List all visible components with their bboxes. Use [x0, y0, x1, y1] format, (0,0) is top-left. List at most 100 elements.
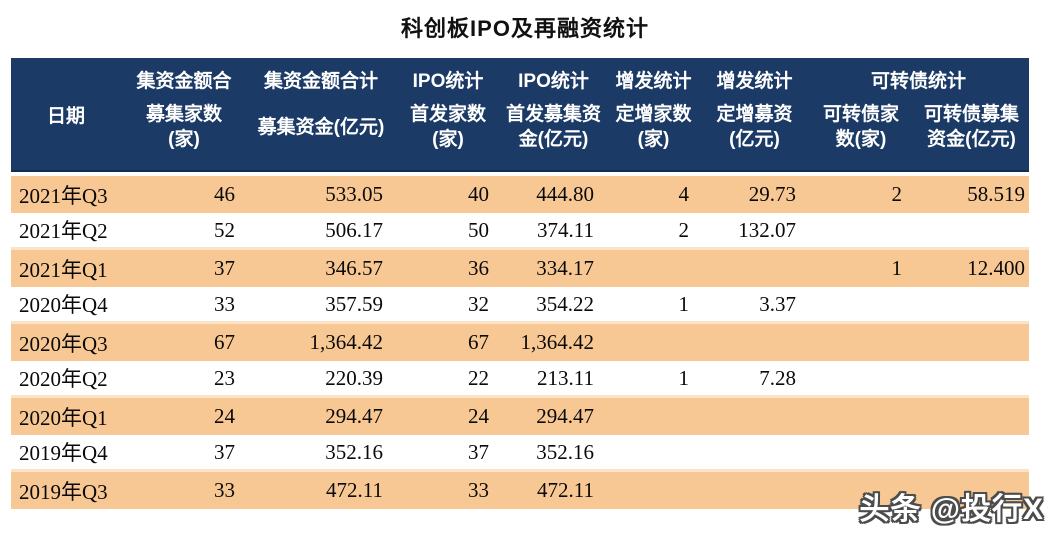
cell-cb-count: 2: [891, 182, 903, 206]
cell-raise-amount: 357.59: [325, 291, 383, 316]
cell-cb-amount: [914, 398, 1029, 435]
ipo-statistics-table: 日期 集资金额合 集资金额合计 IPO统计 IPO统计 增发统计 增发统计 可转…: [11, 58, 1029, 509]
cell-seo-count: 1: [678, 365, 690, 390]
cell-seo-amount: [701, 250, 808, 287]
cell-ipo-amount: 334.17: [536, 256, 594, 280]
header-group-seo-2: 增发统计: [716, 71, 793, 92]
cell-ipo-count: 22: [468, 365, 489, 390]
cell-cb-count: [808, 324, 914, 361]
row-date-label: 2020年Q3: [19, 331, 108, 356]
row-date-label: 2020年Q4: [19, 293, 108, 317]
cell-cb-amount: [914, 287, 1029, 321]
cell-cb-amount: 12.400: [967, 256, 1025, 280]
header-group-convertible: 可转债统计: [870, 71, 966, 92]
cell-ipo-amount: 1,364.42: [520, 330, 595, 354]
cell-cb-count: [808, 287, 914, 321]
cell-raise-count: 46: [214, 182, 235, 206]
cell-ipo-count: 32: [468, 291, 489, 316]
cell-seo-amount: 29.73: [748, 182, 796, 206]
row-date-label: 2019年Q3: [19, 479, 108, 504]
header-line: 资金(亿元): [927, 129, 1016, 150]
cell-raise-count: 37: [214, 256, 235, 280]
header-measure-cb-amount: 可转债募集 资金(亿元): [914, 102, 1029, 160]
cell-seo-amount: [701, 398, 808, 435]
table-row: 2021年Q1 37 346.57 36 334.17 1 12.400: [11, 250, 1029, 287]
cell-ipo-amount: 472.11: [537, 478, 594, 502]
cell-cb-amount: [914, 213, 1029, 247]
header-group-seo-1: 增发统计: [615, 71, 692, 92]
header-line: (家): [637, 129, 670, 150]
cell-raise-amount: 533.05: [325, 182, 383, 206]
cell-cb-count: [808, 398, 914, 435]
cell-ipo-count: 40: [468, 182, 489, 206]
cell-raise-amount: 294.47: [325, 404, 383, 428]
row-date-label: 2021年Q1: [19, 257, 108, 282]
header-line: 可转债募集: [923, 104, 1019, 125]
cell-raise-count: 52: [214, 217, 235, 242]
header-line: 定增募资: [716, 104, 793, 125]
cell-seo-count: [606, 472, 701, 509]
cell-raise-amount: 352.16: [325, 439, 383, 464]
cell-raise-count: 23: [214, 365, 235, 390]
header-measure-ipo-amount: 首发募集资 金(亿元): [501, 102, 606, 160]
cell-seo-amount: 132.07: [738, 217, 796, 242]
cell-seo-count: [606, 324, 701, 361]
cell-ipo-amount: 294.47: [536, 404, 594, 428]
cell-cb-amount: [914, 361, 1029, 395]
cell-seo-count: 4: [678, 182, 690, 206]
row-date-label: 2021年Q2: [19, 219, 108, 243]
cell-ipo-count: 36: [468, 256, 489, 280]
header-line: 首发家数: [409, 104, 486, 125]
cell-raise-count: 33: [214, 478, 235, 502]
cell-ipo-amount: 374.11: [537, 217, 594, 242]
cell-ipo-count: 33: [468, 478, 489, 502]
cell-cb-count: 1: [891, 256, 903, 280]
row-date-label: 2020年Q2: [19, 367, 108, 391]
cell-ipo-count: 24: [468, 404, 489, 428]
cell-ipo-amount: 352.16: [536, 439, 594, 464]
page-title: 科创板IPO及再融资统计: [401, 16, 649, 41]
cell-cb-count: [808, 213, 914, 247]
table-row: 2021年Q2 52 506.17 50 374.11 2 132.07: [11, 213, 1029, 250]
header-line: 首发募集资: [505, 104, 601, 125]
cell-raise-amount: 1,364.42: [309, 330, 384, 354]
header-group-ipo-1: IPO统计: [412, 71, 484, 92]
cell-raise-count: 67: [214, 330, 235, 354]
row-date-label: 2019年Q4: [19, 441, 108, 465]
cell-raise-amount: 472.11: [326, 478, 383, 502]
header-measure-raise-amount: 募集资金(亿元): [247, 115, 395, 148]
header-group-ipo-2: IPO统计: [518, 71, 589, 92]
cell-seo-count: [606, 398, 701, 435]
cell-seo-amount: [701, 435, 808, 469]
header-line: 金(亿元): [518, 129, 589, 150]
cell-raise-amount: 220.39: [325, 365, 383, 390]
cell-raise-count: 33: [214, 291, 235, 316]
table-row: 2019年Q4 37 352.16 37 352.16: [11, 435, 1029, 472]
cell-ipo-count: 67: [468, 330, 489, 354]
cell-ipo-count: 50: [468, 217, 489, 242]
cell-cb-amount: [914, 435, 1029, 469]
header-date: 日期: [46, 105, 85, 127]
header-line: 定增家数: [615, 104, 692, 125]
row-date-label: 2020年Q1: [19, 405, 108, 430]
table-row: 2021年Q3 46 533.05 40 444.80 4 29.73 2 58…: [11, 176, 1029, 213]
cell-seo-amount: 7.28: [759, 365, 796, 390]
cell-cb-amount: [914, 324, 1029, 361]
header-measure-ipo-count: 首发家数 (家): [395, 102, 501, 160]
cell-cb-amount: 58.519: [967, 182, 1025, 206]
header-line: (家): [168, 129, 200, 150]
cell-raise-count: 37: [214, 439, 235, 464]
table-header: 日期 集资金额合 集资金额合计 IPO统计 IPO统计 增发统计 增发统计 可转…: [11, 58, 1029, 172]
header-measure-seo-amount: 定增募资 (亿元): [701, 102, 808, 160]
header-measure-seo-count: 定增家数 (家): [606, 102, 701, 160]
cell-ipo-count: 37: [468, 439, 489, 464]
header-line: 可转债家: [822, 104, 899, 125]
cell-seo-count: 2: [678, 217, 690, 242]
header-line: (亿元): [729, 129, 780, 150]
cell-ipo-amount: 213.11: [537, 365, 594, 390]
cell-cb-count: [808, 361, 914, 395]
cell-raise-count: 24: [214, 404, 235, 428]
table-row: 2020年Q1 24 294.47 24 294.47: [11, 398, 1029, 435]
watermark: 头条 @投行X: [859, 493, 1044, 526]
cell-seo-count: 1: [678, 291, 690, 316]
